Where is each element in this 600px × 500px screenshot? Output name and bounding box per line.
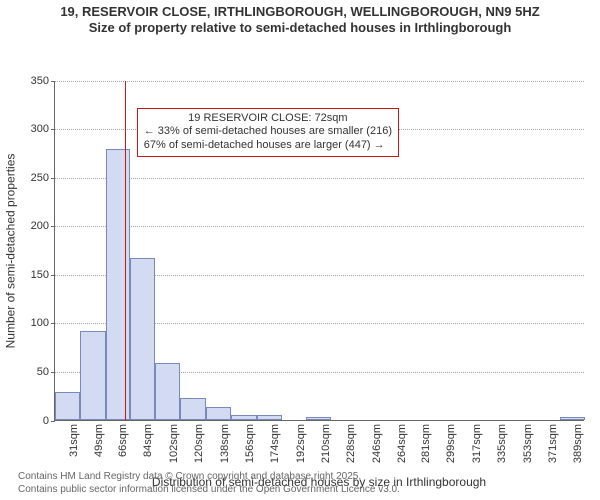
x-tick-label: 371sqm xyxy=(547,424,559,463)
annotation-box: 19 RESERVOIR CLOSE: 72sqm← 33% of semi-d… xyxy=(137,108,399,157)
histogram-bar xyxy=(257,415,282,420)
histogram-bar xyxy=(206,407,231,420)
y-tick-label: 100 xyxy=(31,317,49,329)
footer-line-1: Contains HM Land Registry data © Crown c… xyxy=(18,471,600,484)
x-tick-label: 264sqm xyxy=(396,424,408,463)
x-tick-label: 174sqm xyxy=(269,424,281,463)
x-tick-label: 389sqm xyxy=(572,424,584,463)
chart-area: Number of semi-detached properties 05010… xyxy=(0,37,600,500)
histogram-bar xyxy=(80,331,105,419)
x-tick-label: 156sqm xyxy=(244,424,256,463)
x-tick-label: 299sqm xyxy=(445,424,457,463)
plot-region: 05010015020025030035031sqm49sqm66sqm84sq… xyxy=(54,81,584,421)
y-tick-label: 200 xyxy=(31,220,49,232)
histogram-bar xyxy=(55,392,80,419)
histogram-bar xyxy=(155,363,180,419)
x-tick-label: 281sqm xyxy=(420,424,432,463)
annotation-line: 19 RESERVOIR CLOSE: 72sqm xyxy=(144,112,392,126)
footer-attribution: Contains HM Land Registry data © Crown c… xyxy=(0,471,600,496)
annotation-line: 67% of semi-detached houses are larger (… xyxy=(144,139,392,153)
x-tick-label: 246sqm xyxy=(371,424,383,463)
x-tick-label: 192sqm xyxy=(295,424,307,463)
y-tick-label: 0 xyxy=(43,415,49,427)
x-tick-label: 228sqm xyxy=(345,424,357,463)
histogram-bar xyxy=(180,398,205,419)
reference-line xyxy=(125,81,126,420)
x-tick-label: 49sqm xyxy=(93,424,105,457)
x-tick-label: 84sqm xyxy=(142,424,154,457)
histogram-bar xyxy=(231,415,256,420)
annotation-line: ← 33% of semi-detached houses are smalle… xyxy=(144,125,392,139)
grid-line xyxy=(55,178,584,179)
title-line-2: Size of property relative to semi-detach… xyxy=(0,20,600,36)
x-tick-label: 353sqm xyxy=(522,424,534,463)
x-tick-label: 335sqm xyxy=(496,424,508,463)
y-tick-label: 250 xyxy=(31,172,49,184)
x-tick-label: 210sqm xyxy=(320,424,332,463)
chart-title: 19, RESERVOIR CLOSE, IRTHLINGBOROUGH, WE… xyxy=(0,0,600,37)
y-tick-label: 50 xyxy=(37,366,49,378)
x-tick-label: 31sqm xyxy=(68,424,80,457)
x-tick-label: 317sqm xyxy=(471,424,483,463)
x-tick-label: 138sqm xyxy=(219,424,231,463)
footer-line-2: Contains public sector information licen… xyxy=(18,484,600,497)
histogram-bar xyxy=(560,417,585,420)
y-tick-label: 300 xyxy=(31,123,49,135)
x-tick-label: 120sqm xyxy=(193,424,205,463)
grid-line xyxy=(55,226,584,227)
x-tick-label: 66sqm xyxy=(117,424,129,457)
histogram-bar xyxy=(130,258,155,419)
y-tick-label: 150 xyxy=(31,269,49,281)
title-line-1: 19, RESERVOIR CLOSE, IRTHLINGBOROUGH, WE… xyxy=(0,4,600,20)
y-axis-label: Number of semi-detached properties xyxy=(2,81,18,421)
y-tick-label: 350 xyxy=(31,75,49,87)
histogram-bar xyxy=(306,417,331,420)
grid-line xyxy=(55,81,584,82)
x-tick-label: 102sqm xyxy=(168,424,180,463)
